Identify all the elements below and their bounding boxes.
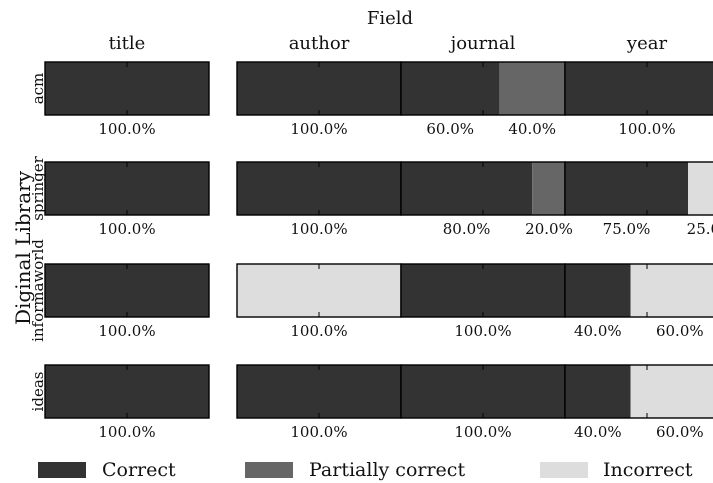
data-label-springer-author-0: 100.0%	[290, 220, 347, 238]
y-axis-label-group: Diginal Library	[11, 170, 35, 325]
bar-segment-springer-year-incorrect	[688, 162, 713, 215]
legend-swatch-incorrect	[540, 462, 588, 478]
bar-segment-ideas-author-correct	[237, 365, 401, 418]
data-label-ideas-year-0: 40.0%	[574, 423, 622, 441]
data-label-springer-title-0: 100.0%	[98, 220, 155, 238]
row-header-group-ideas: ideas	[29, 372, 47, 412]
column-header-journal: journal	[449, 33, 516, 54]
column-header-year: year	[626, 33, 668, 54]
data-label-informaworld-year-0: 40.0%	[574, 322, 622, 340]
y-axis-label: Diginal Library	[11, 170, 35, 325]
bar-segment-informaworld-year-correct	[565, 264, 631, 317]
data-label-springer-year-0: 75.0%	[603, 220, 651, 238]
data-label-acm-author-0: 100.0%	[290, 120, 347, 138]
bar-segment-ideas-year-correct	[565, 365, 631, 418]
bar-segment-springer-year-correct	[565, 162, 688, 215]
bar-segment-acm-author-correct	[237, 62, 401, 115]
bar-segment-springer-journal-correct	[401, 162, 533, 215]
legend-label-correct: Correct	[102, 459, 176, 481]
bar-segment-acm-journal-correct	[401, 62, 500, 115]
data-label-ideas-year-1: 60.0%	[656, 423, 704, 441]
data-label-informaworld-year-1: 60.0%	[656, 322, 704, 340]
bar-segment-informaworld-journal-correct	[401, 264, 565, 317]
legend-label-incorrect: Incorrect	[603, 459, 693, 481]
row-header-group-acm: acm	[29, 73, 47, 105]
row-header-ideas: ideas	[29, 372, 47, 412]
data-label-informaworld-journal-0: 100.0%	[454, 322, 511, 340]
bar-segment-informaworld-year-incorrect	[630, 264, 713, 317]
column-header-title: title	[109, 33, 146, 54]
row-header-acm: acm	[29, 73, 47, 105]
data-label-acm-journal-1: 40.0%	[508, 120, 556, 138]
chart-title: Field	[367, 8, 413, 29]
legend: Correct Partially correct Incorrect	[38, 459, 693, 481]
bar-segment-acm-title-correct	[45, 62, 209, 115]
bar-segment-ideas-journal-correct	[401, 365, 565, 418]
data-label-springer-journal-1: 20.0%	[525, 220, 573, 238]
data-label-informaworld-author-0: 100.0%	[290, 322, 347, 340]
data-label-informaworld-title-0: 100.0%	[98, 322, 155, 340]
legend-swatch-partially-correct	[245, 462, 293, 478]
row-header-springer: springer	[29, 155, 47, 220]
row-header-group-informaworld: informaworld	[29, 239, 47, 342]
data-label-acm-journal-0: 60.0%	[426, 120, 474, 138]
bar-segment-ideas-year-incorrect	[630, 365, 713, 418]
data-label-springer-year-1: 25.0%	[687, 220, 713, 238]
bar-segment-ideas-title-correct	[45, 365, 209, 418]
data-label-ideas-author-0: 100.0%	[290, 423, 347, 441]
bar-segment-informaworld-title-correct	[45, 264, 209, 317]
data-label-ideas-journal-0: 100.0%	[454, 423, 511, 441]
bar-segment-acm-journal-partially-correct	[499, 62, 565, 115]
data-label-acm-title-0: 100.0%	[98, 120, 155, 138]
bar-segment-informaworld-author-incorrect	[237, 264, 401, 317]
legend-label-partially-correct: Partially correct	[309, 459, 465, 481]
row-header-informaworld: informaworld	[29, 239, 47, 342]
row-header-group-springer: springer	[29, 155, 47, 220]
data-label-ideas-title-0: 100.0%	[98, 423, 155, 441]
panel-grid: title author journal year acm springer informa…	[29, 33, 713, 441]
bar-segment-acm-year-correct	[565, 62, 713, 115]
column-header-author: author	[289, 33, 350, 54]
bar-segment-springer-journal-partially-correct	[532, 162, 565, 215]
legend-swatch-correct	[38, 462, 86, 478]
bar-segment-springer-title-correct	[45, 162, 209, 215]
bar-segment-springer-author-correct	[237, 162, 401, 215]
data-label-acm-year-0: 100.0%	[618, 120, 675, 138]
data-label-springer-journal-0: 80.0%	[443, 220, 491, 238]
